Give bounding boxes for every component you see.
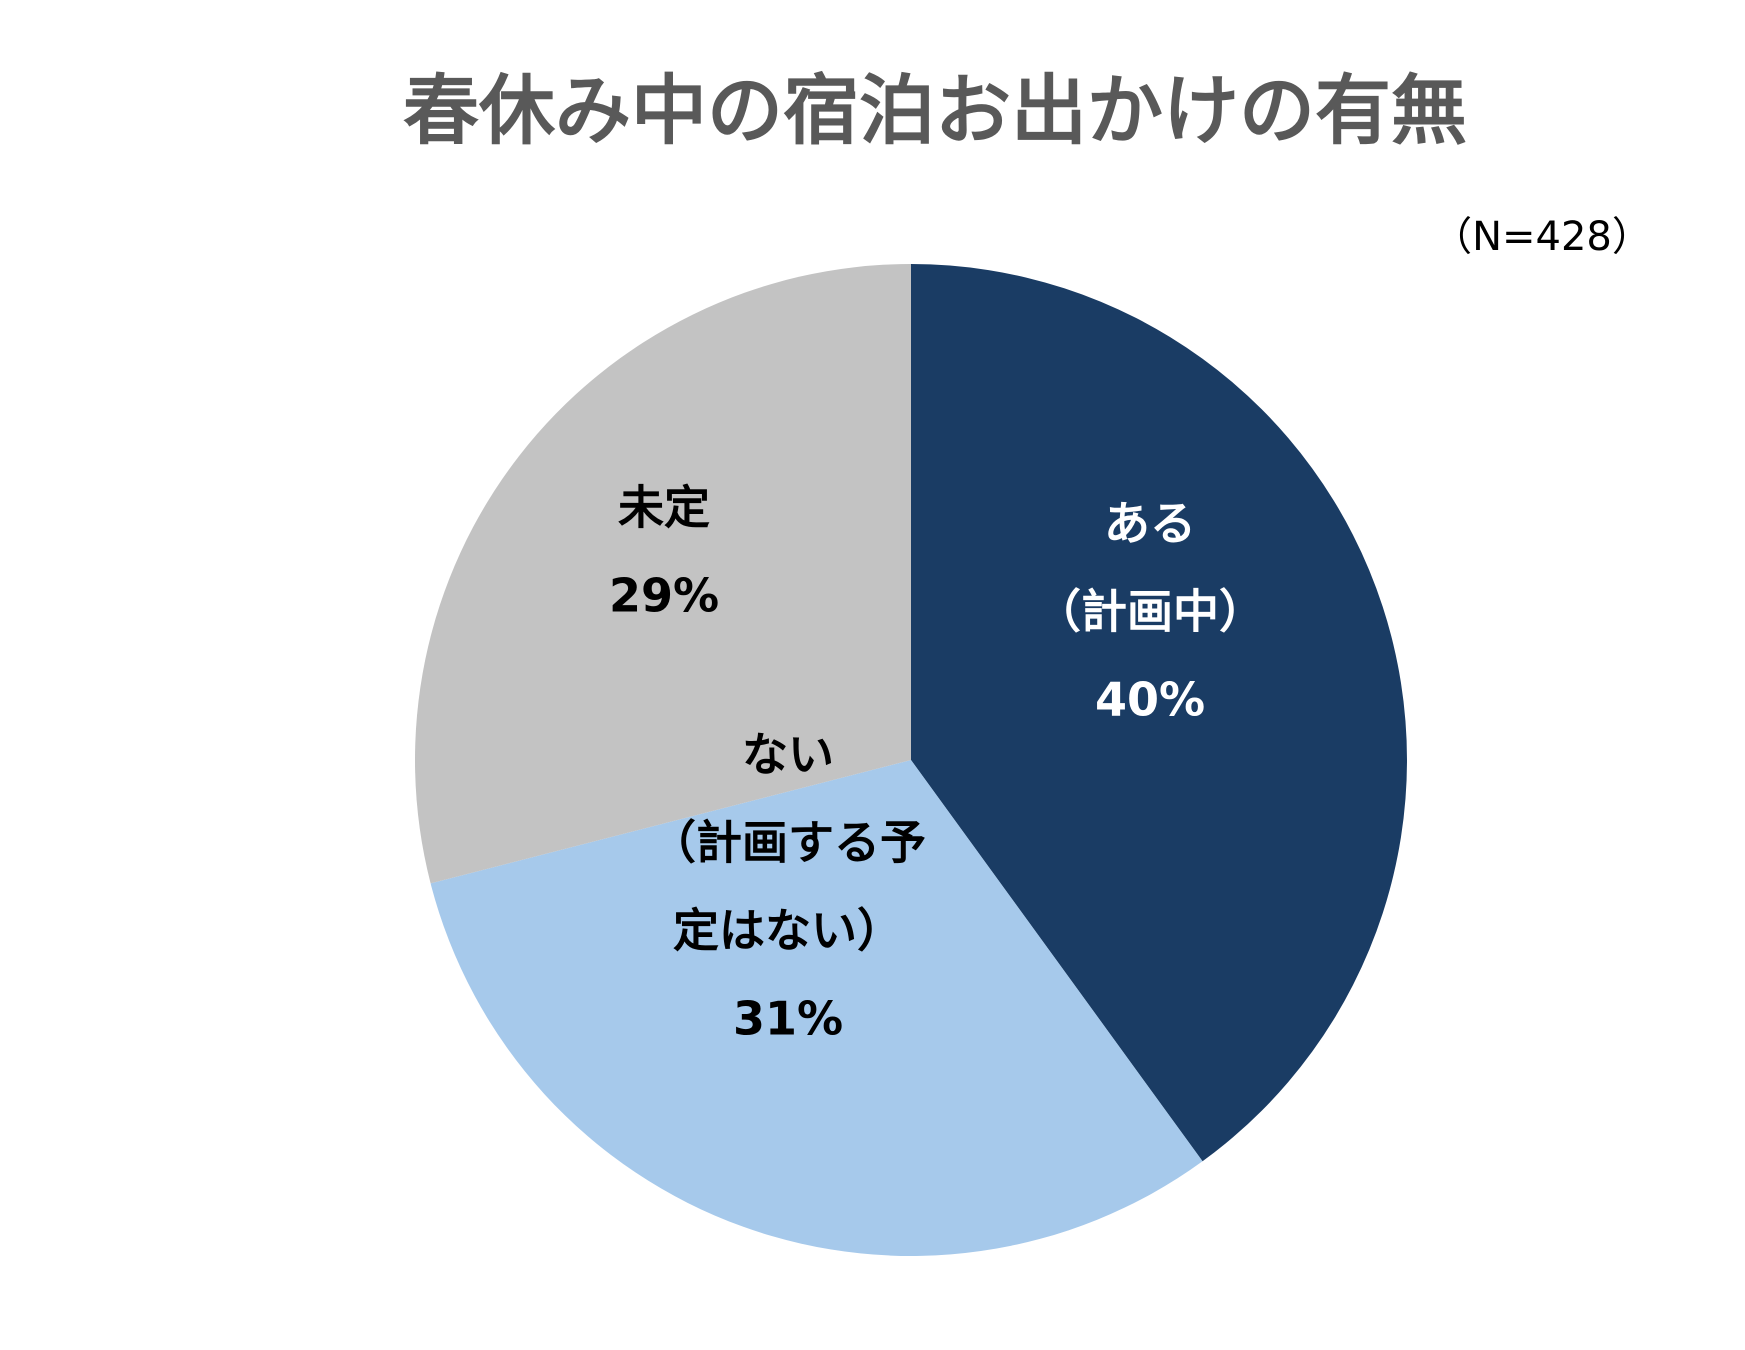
slice-category-label: 未定 [618, 481, 710, 535]
chart-title: 春休み中の宿泊お出かけの有無 [403, 66, 1467, 155]
pie-slice-2 [430, 760, 1203, 1257]
pie-slice-3 [414, 263, 911, 884]
sample-size-label: （N=428） [1432, 214, 1652, 260]
slice-category-label: 定はない） [673, 904, 903, 958]
slice-category-label: （計画中） [1035, 585, 1265, 639]
slice-percent-label: 29% [609, 569, 719, 623]
slice-category-label: （計画する予 [650, 816, 926, 870]
pie-slices [414, 263, 1407, 1257]
slice-percent-label: 31% [733, 992, 843, 1046]
slice-category-label: ない [742, 728, 834, 782]
slice-category-label: ある [1104, 497, 1196, 551]
pie-slice-1 [911, 264, 1407, 1162]
slice-percent-label: 40% [1095, 673, 1205, 727]
